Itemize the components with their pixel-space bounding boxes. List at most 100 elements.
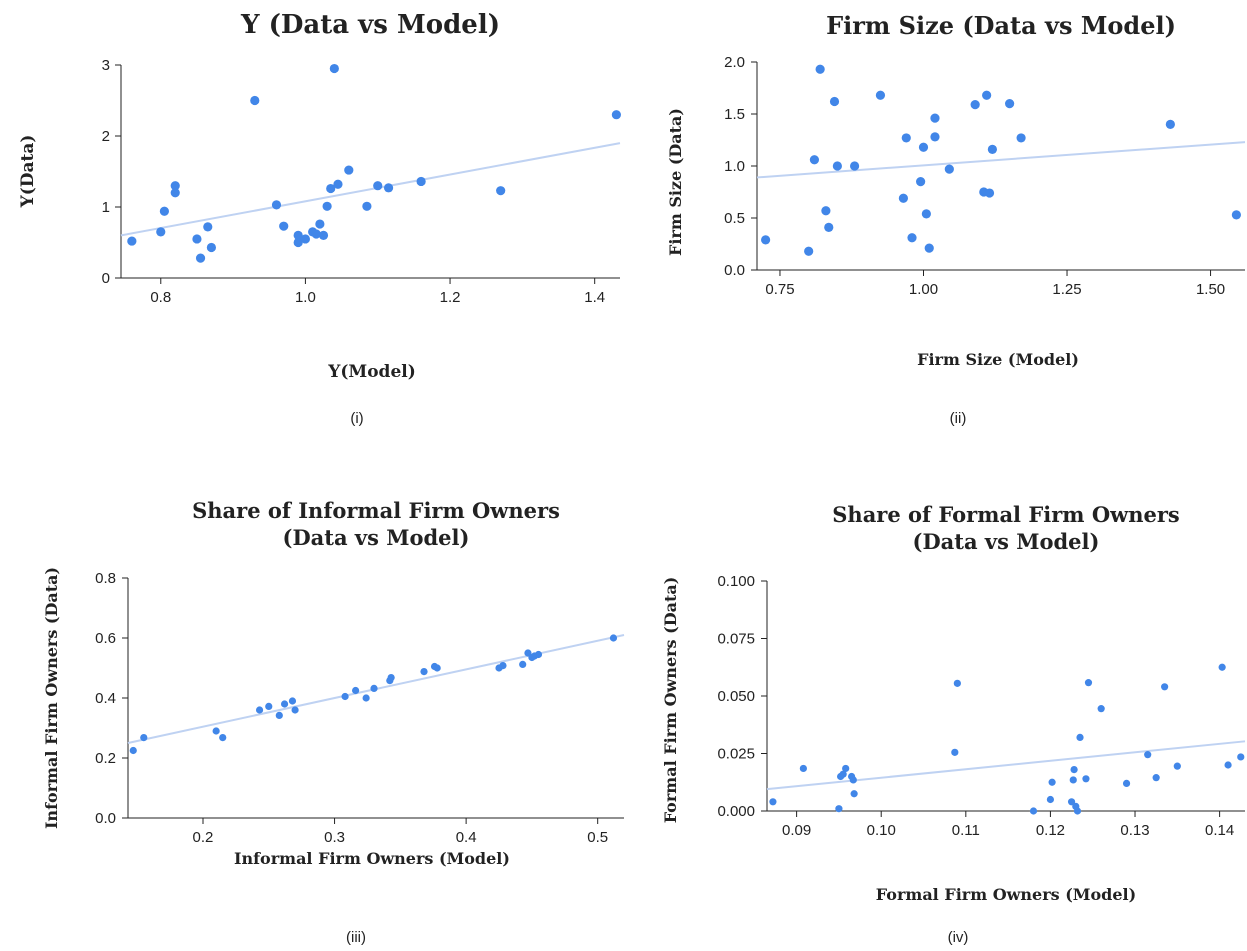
- data-point: [898, 193, 909, 203]
- x-tick-label: 0.11: [952, 822, 980, 839]
- y-tick-label: 2: [102, 128, 110, 145]
- data-point: [924, 243, 934, 253]
- data-point: [1161, 683, 1169, 691]
- data-point: [250, 95, 260, 106]
- data-point: [1144, 751, 1152, 759]
- chart-title: Share of Informal Firm Owners: [192, 498, 560, 523]
- data-point: [271, 200, 282, 210]
- data-point: [499, 662, 507, 670]
- y-axis-label: Y(Data): [18, 135, 38, 209]
- data-point: [824, 222, 834, 232]
- data-point: [383, 183, 394, 193]
- chart-panel-3: Share of Informal Firm Owners(Data vs Mo…: [42, 498, 625, 946]
- data-point: [1218, 663, 1226, 671]
- data-point: [1173, 762, 1181, 770]
- data-point: [1048, 778, 1056, 786]
- data-point: [907, 233, 917, 243]
- data-point: [1067, 798, 1076, 806]
- y-tick-label: 0.4: [95, 690, 116, 707]
- x-tick-label: 0.4: [456, 829, 477, 846]
- data-point: [842, 764, 850, 773]
- y-tick-label: 1.0: [724, 158, 745, 175]
- data-point: [156, 227, 166, 237]
- data-point: [192, 234, 202, 244]
- data-point: [1152, 774, 1160, 782]
- data-point: [140, 734, 148, 742]
- data-point: [195, 253, 206, 263]
- data-point: [815, 64, 825, 74]
- y-tick-label: 0.025: [717, 746, 755, 763]
- data-point: [1082, 775, 1090, 783]
- data-point: [496, 186, 506, 196]
- data-point: [1122, 779, 1131, 788]
- data-point: [918, 142, 929, 152]
- data-point: [804, 246, 814, 256]
- data-point: [984, 188, 995, 198]
- chart-title: Share of Formal Firm Owners: [832, 502, 1179, 527]
- data-point: [352, 686, 360, 695]
- y-tick-label: 0.2: [95, 750, 116, 767]
- data-point: [1224, 761, 1232, 769]
- data-point: [341, 692, 349, 701]
- data-point: [761, 235, 771, 245]
- y-tick-label: 0: [102, 270, 110, 287]
- data-point: [769, 798, 777, 806]
- x-tick-label: 0.3: [324, 829, 345, 846]
- data-point: [901, 133, 911, 143]
- data-point: [1097, 705, 1105, 713]
- trend-line: [756, 141, 1246, 179]
- x-tick-label: 0.12: [1036, 822, 1065, 839]
- data-point: [362, 694, 370, 702]
- chart-title: Firm Size (Data vs Model): [826, 11, 1176, 40]
- data-point: [333, 179, 343, 189]
- y-tick-label: 0.8: [95, 570, 116, 587]
- y-tick-label: 1: [102, 199, 110, 216]
- data-point: [1069, 776, 1077, 784]
- data-point: [835, 805, 843, 813]
- data-point: [300, 234, 311, 244]
- data-point: [519, 660, 527, 669]
- y-tick-label: 1.5: [724, 106, 745, 123]
- data-point: [203, 222, 213, 232]
- trend-line: [120, 142, 621, 237]
- data-point: [970, 100, 980, 110]
- chart-title: Y (Data vs Model): [240, 10, 500, 40]
- data-point: [293, 230, 303, 240]
- x-tick-label: 1.4: [584, 289, 605, 306]
- data-point: [611, 110, 621, 120]
- data-point: [821, 206, 831, 216]
- data-point: [850, 790, 858, 798]
- data-point: [799, 764, 807, 773]
- data-point: [1084, 679, 1093, 687]
- chart-panel-1: Y (Data vs Model) 0 1 2 3 0.8 1.0 1.2 1.4 Y(Model…: [18, 10, 621, 427]
- data-point: [275, 711, 283, 720]
- data-point: [326, 183, 336, 194]
- y-axis-label: Firm Size (Data): [666, 108, 685, 256]
- data-point: [255, 706, 264, 714]
- y-tick-label: 0.000: [717, 803, 755, 820]
- data-point: [1046, 795, 1055, 804]
- data-point: [362, 201, 372, 211]
- chart-title: (Data vs Model): [913, 529, 1100, 554]
- data-point: [809, 155, 820, 165]
- panel-caption: (iii): [346, 929, 366, 946]
- data-point: [839, 770, 847, 778]
- data-point: [953, 679, 961, 687]
- y-tick-label: 0.075: [717, 631, 755, 648]
- data-point: [1165, 119, 1175, 129]
- y-tick-label: 3: [102, 57, 110, 74]
- data-point: [1237, 753, 1245, 761]
- x-tick-label: 0.5: [587, 829, 608, 846]
- x-tick-label: 1.0: [295, 289, 316, 306]
- data-point: [170, 188, 180, 198]
- y-tick-label: 0.100: [717, 573, 755, 590]
- panel-caption: (iv): [948, 929, 969, 946]
- data-point: [1073, 807, 1082, 815]
- data-point: [609, 634, 618, 642]
- data-point: [129, 746, 137, 755]
- y-tick-label: 0.0: [95, 810, 116, 827]
- data-point: [219, 734, 227, 742]
- data-point: [433, 664, 441, 672]
- x-axis-label: Informal Firm Owners (Model): [234, 849, 510, 868]
- x-tick-label: 1.00: [909, 281, 938, 298]
